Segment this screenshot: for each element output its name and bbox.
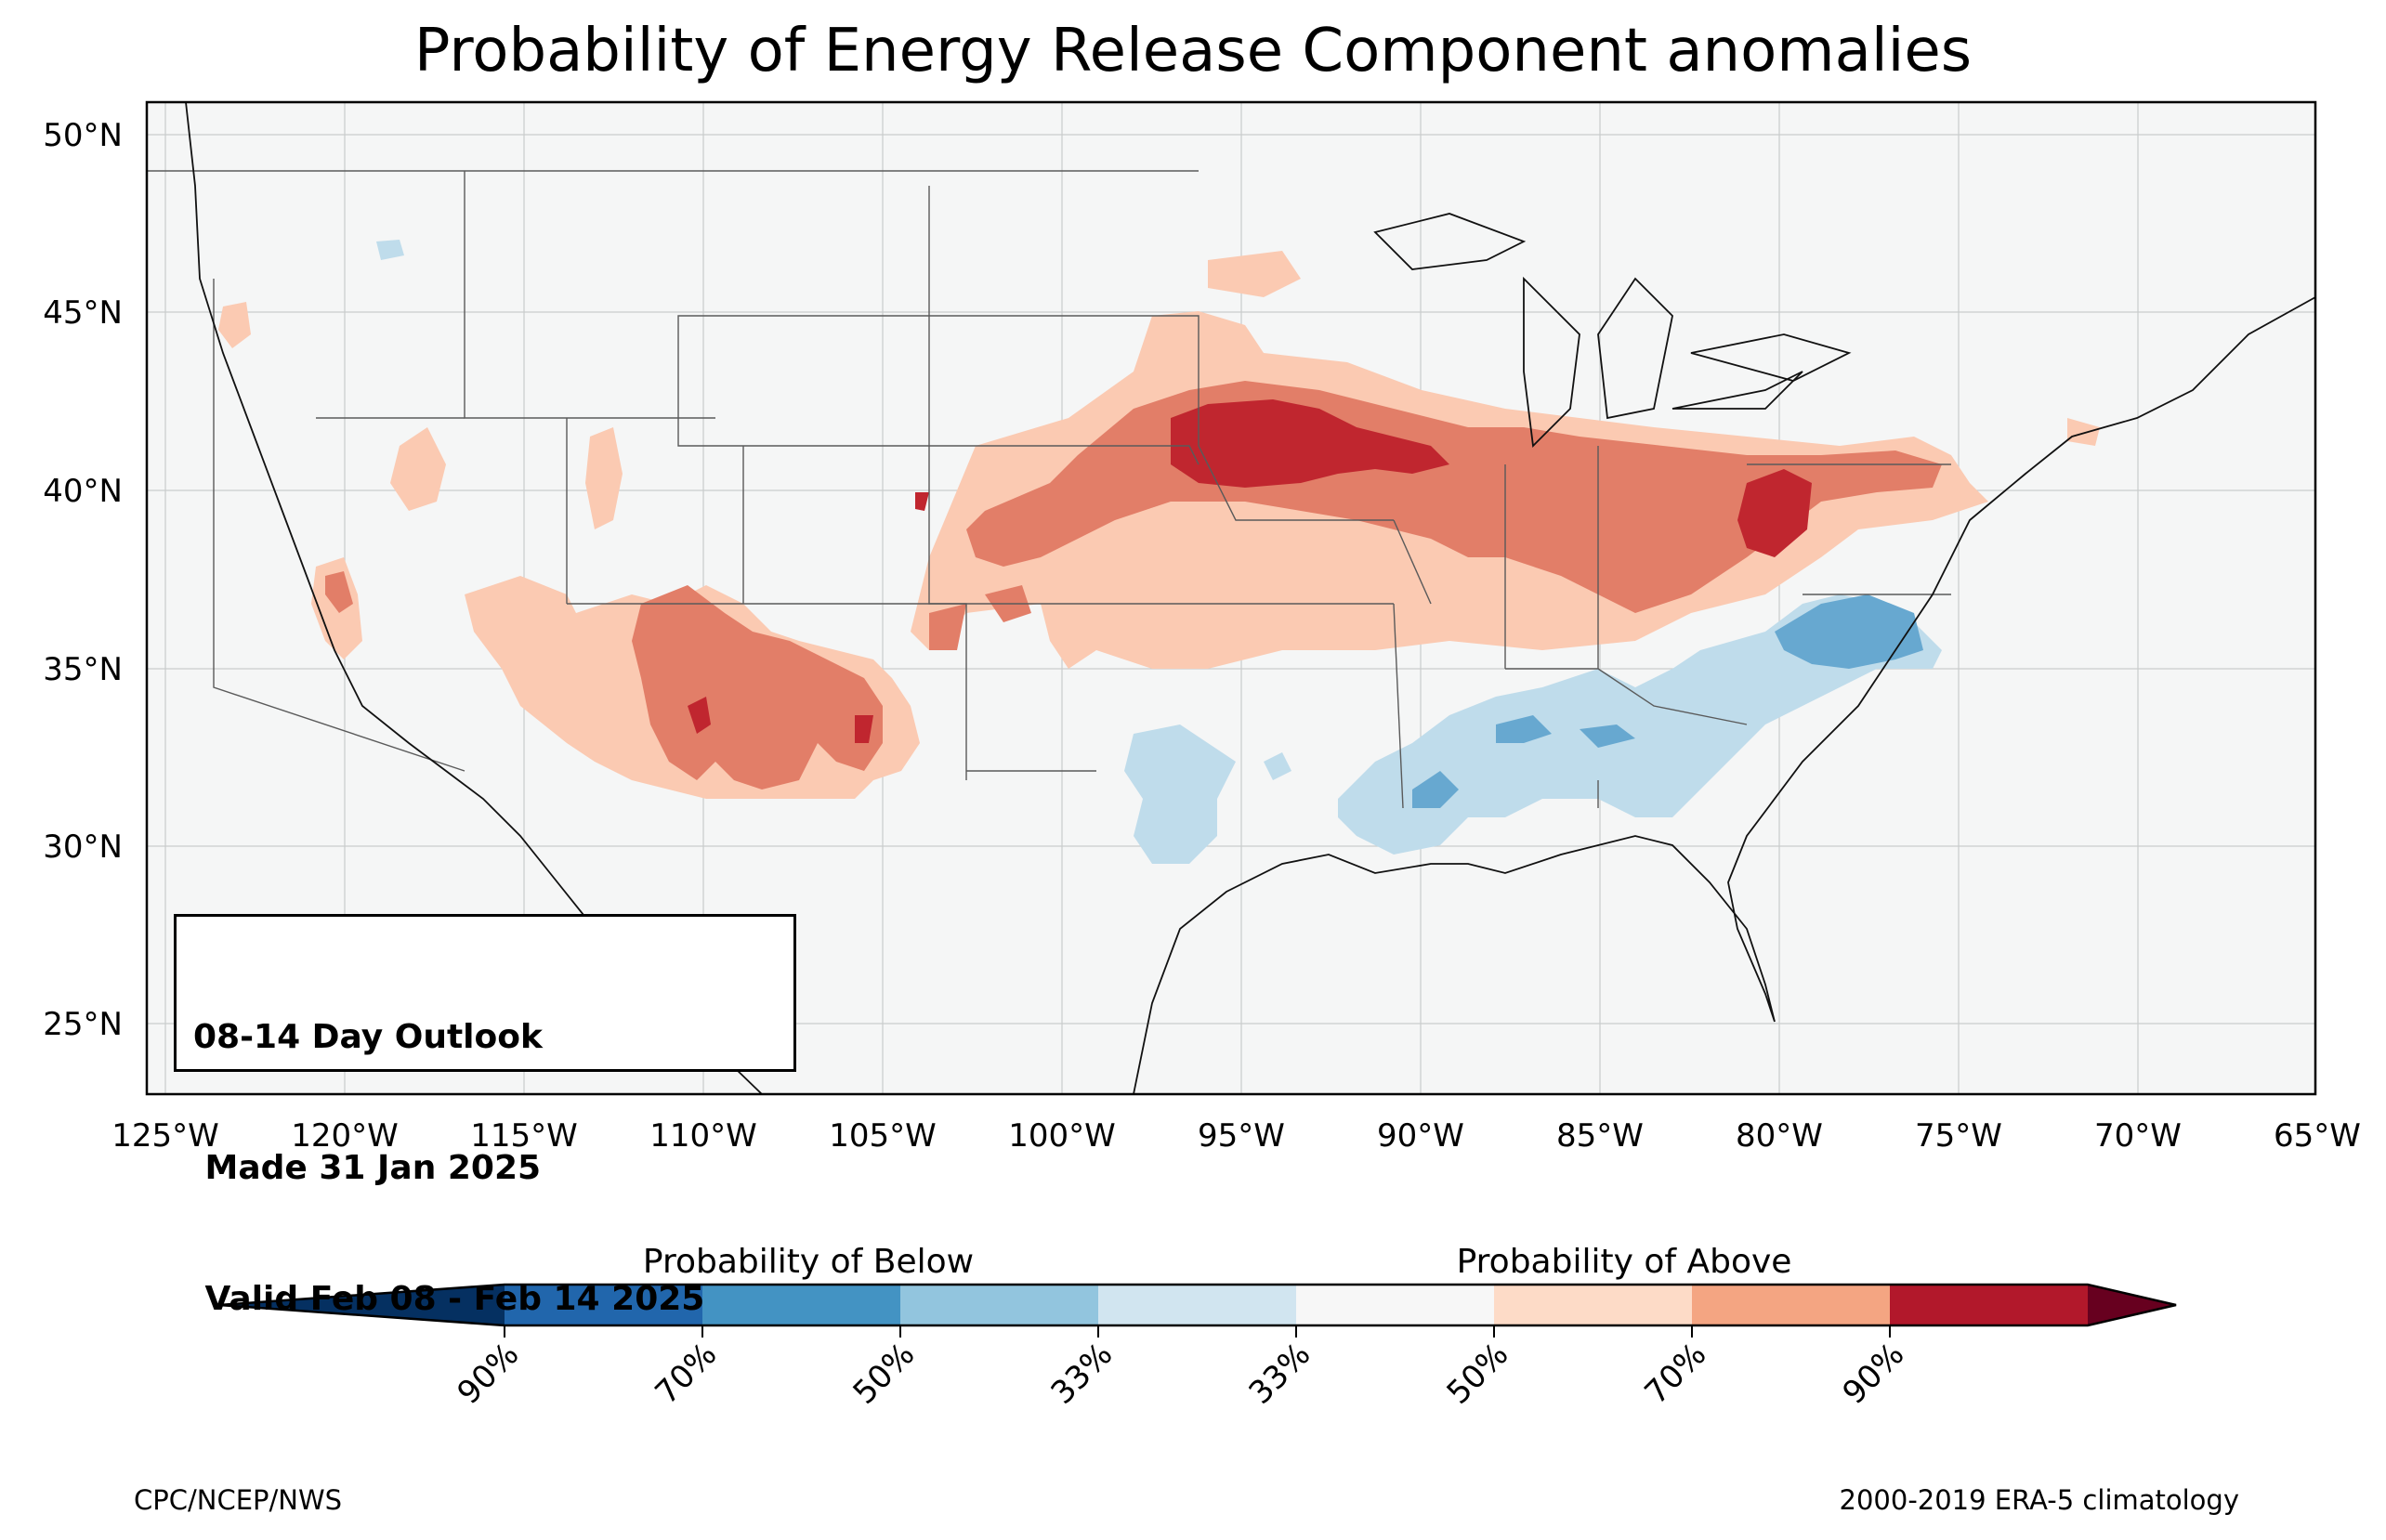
lon-label: 105°W: [829, 1117, 937, 1155]
lat-label: 45°N: [43, 294, 123, 332]
footer-left: CPC/NCEP/NWS: [134, 1484, 342, 1516]
lat-label: 25°N: [43, 1006, 123, 1043]
lon-label: 125°W: [111, 1117, 219, 1155]
below-33-regions: [376, 240, 1942, 864]
lon-label: 90°W: [1377, 1117, 1464, 1155]
lat-label: 40°N: [43, 473, 123, 510]
lon-label: 65°W: [2274, 1117, 2361, 1155]
lat-label: 35°N: [43, 651, 123, 688]
colorbar-segment: [505, 1285, 702, 1325]
colorbar-above-label: Probability of Above: [1457, 1243, 1792, 1281]
lon-label: 115°W: [470, 1117, 578, 1155]
colorbar-tick: 33%: [1044, 1336, 1121, 1412]
colorbar-segment: [900, 1285, 1098, 1325]
outlook-made-date: Made 31 Jan 2025: [193, 1149, 542, 1187]
outlook-period: 08-14 Day Outlook: [193, 1018, 543, 1056]
lat-label: 30°N: [43, 829, 123, 866]
colorbar-below-label: Probability of Below: [643, 1243, 974, 1281]
colorbar-segment: [1494, 1285, 1692, 1325]
colorbar-tick: 50%: [846, 1336, 923, 1412]
colorbar-tick: 70%: [1638, 1336, 1714, 1412]
colorbar-tick: 50%: [1440, 1336, 1516, 1412]
colorbar-segment: [702, 1285, 900, 1325]
lon-label: 70°W: [2094, 1117, 2182, 1155]
colorbar-segment: [1296, 1285, 1494, 1325]
lon-label: 110°W: [649, 1117, 757, 1155]
borders: [147, 170, 1951, 809]
footer-right: 2000-2019 ERA-5 climatology: [1840, 1484, 2239, 1516]
lon-label: 85°W: [1556, 1117, 1644, 1155]
map-frame: [145, 100, 2317, 1096]
map-title: Probability of Energy Release Component …: [413, 17, 1973, 85]
lon-label: 100°W: [1008, 1117, 1116, 1155]
above-70-regions: [688, 399, 1812, 743]
colorbar-tick: 90%: [1836, 1336, 1912, 1412]
lon-label: 120°W: [291, 1117, 399, 1155]
colorbar-extend-right: [2088, 1285, 2176, 1325]
below-50-regions: [1412, 594, 1923, 808]
lat-labels: 50°N 45°N 40°N 35°N 30°N 25°N: [43, 117, 123, 1043]
colorbar: [218, 1283, 2177, 1338]
outlook-valid-range: Valid Feb 08 - Feb 14 2025: [193, 1280, 705, 1318]
outlook-info-box: 08-14 Day Outlook Made 31 Jan 2025 Valid…: [174, 914, 796, 1318]
lon-label: 80°W: [1736, 1117, 1823, 1155]
colorbar-segment: [1890, 1285, 2088, 1325]
colorbar-extend-left: [219, 1285, 505, 1325]
lon-label: 75°W: [1915, 1117, 2002, 1155]
lat-label: 50°N: [43, 117, 123, 154]
colorbar-segment: [1098, 1285, 1296, 1325]
colorbar-segment: [1692, 1285, 1890, 1325]
lon-labels: 125°W 120°W 115°W 110°W 105°W 100°W 95°W…: [111, 1117, 2361, 1155]
lon-label: 95°W: [1198, 1117, 1285, 1155]
colorbar-tick: 33%: [1242, 1336, 1318, 1412]
